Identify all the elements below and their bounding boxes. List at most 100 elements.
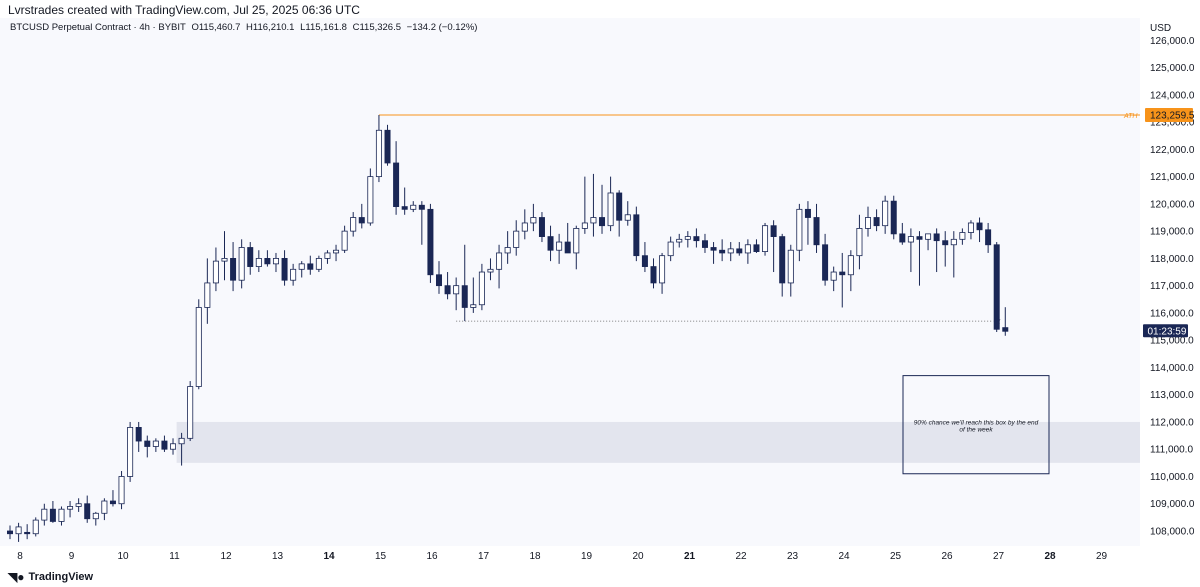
candle-body[interactable] <box>92 512 99 520</box>
candle-body[interactable] <box>247 247 254 267</box>
candle-body[interactable] <box>187 386 194 439</box>
candle-body[interactable] <box>796 208 803 251</box>
symbol-name[interactable]: BTCUSD Perpetual Contract · 4h · BYBIT <box>10 22 186 33</box>
countdown-badge[interactable] <box>1143 324 1188 338</box>
candle-body[interactable] <box>770 225 777 237</box>
candle-body[interactable] <box>230 257 237 281</box>
candle-body[interactable] <box>504 247 511 254</box>
candle-body[interactable] <box>496 252 503 270</box>
candle-body[interactable] <box>564 241 571 254</box>
candle-body[interactable] <box>865 217 872 229</box>
candle-body[interactable] <box>290 268 297 281</box>
candle-body[interactable] <box>118 476 125 505</box>
candle-body[interactable] <box>779 236 786 284</box>
candle-body[interactable] <box>418 204 425 210</box>
candle-body[interactable] <box>753 244 760 252</box>
candle-body[interactable] <box>847 255 854 276</box>
candle-body[interactable] <box>410 204 417 210</box>
candle-body[interactable] <box>719 249 726 254</box>
candle-body[interactable] <box>616 192 623 221</box>
candle-body[interactable] <box>333 249 340 254</box>
candle-body[interactable] <box>787 249 794 284</box>
candle-body[interactable] <box>109 500 116 505</box>
candle-body[interactable] <box>521 222 528 232</box>
candle-body[interactable] <box>393 162 400 208</box>
candle-body[interactable] <box>15 526 22 535</box>
candle-body[interactable] <box>830 271 837 281</box>
candle-body[interactable] <box>195 307 202 387</box>
candle-body[interactable] <box>487 268 494 273</box>
candle-body[interactable] <box>41 508 48 521</box>
candle-body[interactable] <box>907 236 914 243</box>
candle-body[interactable] <box>547 236 554 251</box>
candle-body[interactable] <box>341 230 348 251</box>
candle-body[interactable] <box>667 241 674 257</box>
candle-body[interactable] <box>624 214 631 221</box>
candle-body[interactable] <box>736 248 743 254</box>
candle-body[interactable] <box>152 440 159 447</box>
candle-body[interactable] <box>590 217 597 224</box>
candle-body[interactable] <box>24 531 31 535</box>
candle-body[interactable] <box>264 257 271 265</box>
candle-body[interactable] <box>762 225 769 252</box>
candle-body[interactable] <box>161 440 168 450</box>
candle-body[interactable] <box>985 229 992 246</box>
candle-body[interactable] <box>513 230 520 248</box>
candle-body[interactable] <box>933 233 940 242</box>
candle-body[interactable] <box>435 274 442 287</box>
candle-body[interactable] <box>633 214 640 257</box>
currency-label[interactable]: USD <box>1150 23 1172 34</box>
candle-body[interactable] <box>744 244 751 254</box>
candle-body[interactable] <box>324 252 331 259</box>
candle-body[interactable] <box>650 266 657 284</box>
candle-body[interactable] <box>701 240 708 248</box>
candle-body[interactable] <box>238 247 245 281</box>
candle-body[interactable] <box>384 129 391 164</box>
candle-body[interactable] <box>444 285 451 295</box>
candle-body[interactable] <box>950 238 957 246</box>
candle-body[interactable] <box>32 519 39 535</box>
candle-body[interactable] <box>959 232 966 240</box>
candle-body[interactable] <box>813 217 820 246</box>
candle-body[interactable] <box>375 129 382 178</box>
candle-body[interactable] <box>358 217 365 224</box>
candle-body[interactable] <box>822 244 829 281</box>
candle-body[interactable] <box>890 200 897 235</box>
candle-body[interactable] <box>599 217 606 227</box>
candle-body[interactable] <box>976 222 983 231</box>
candle-body[interactable] <box>538 217 545 237</box>
candle-body[interactable] <box>178 437 185 445</box>
candle-body[interactable] <box>839 271 846 276</box>
candle-body[interactable] <box>573 228 580 254</box>
candle-body[interactable] <box>212 260 219 284</box>
candle-body[interactable] <box>127 427 134 477</box>
candle-body[interactable] <box>899 233 906 243</box>
candle-body[interactable] <box>693 236 700 242</box>
candle-body[interactable] <box>49 508 56 522</box>
candle-body[interactable] <box>453 285 460 295</box>
candle-body[interactable] <box>135 427 142 442</box>
candle-body[interactable] <box>307 263 314 270</box>
candle-body[interactable] <box>7 530 13 535</box>
candle-body[interactable] <box>556 241 563 251</box>
candle-body[interactable] <box>478 271 485 306</box>
candle-body[interactable] <box>530 217 537 224</box>
candle-body[interactable] <box>684 236 691 240</box>
candle-body[interactable] <box>221 257 228 262</box>
footer-brand[interactable]: ◥● TradingView <box>8 570 93 584</box>
candle-body[interactable] <box>350 217 357 232</box>
candle-body[interactable] <box>461 285 468 308</box>
candle-body[interactable] <box>75 503 82 507</box>
candle-body[interactable] <box>804 208 811 218</box>
candle-body[interactable] <box>1002 327 1009 332</box>
candle-body[interactable] <box>873 217 880 227</box>
candle-body[interactable] <box>427 208 434 276</box>
candle-body[interactable] <box>84 503 91 520</box>
candle-body[interactable] <box>925 233 932 240</box>
candle-body[interactable] <box>882 200 889 227</box>
candle-body[interactable] <box>67 506 74 510</box>
candle-body[interactable] <box>281 257 288 281</box>
candle-body[interactable] <box>170 443 177 450</box>
candle-body[interactable] <box>659 255 666 284</box>
